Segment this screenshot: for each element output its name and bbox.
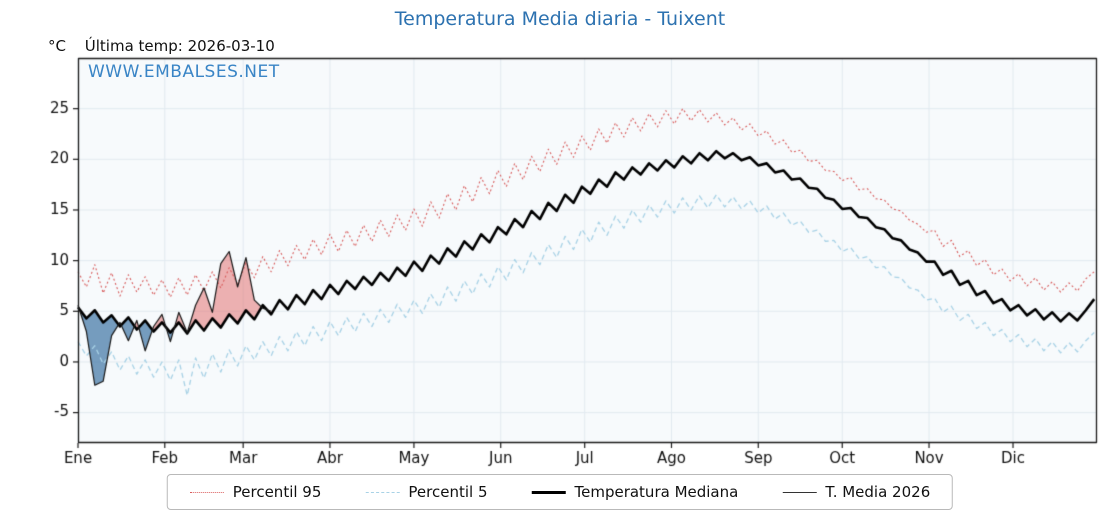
- last-temp-label: Última temp: 2026-03-10: [84, 37, 275, 55]
- chart-title: Temperatura Media diaria - Tuixent: [394, 8, 726, 30]
- percentil95-line-icon: [189, 491, 224, 493]
- legend-label: Temperatura Mediana: [574, 483, 739, 501]
- media2026-line-icon: [782, 491, 817, 493]
- watermark-text: WWW.EMBALSES.NET: [88, 62, 280, 82]
- legend-label: Percentil 95: [232, 483, 322, 501]
- y-axis-unit-label: °C: [48, 37, 66, 55]
- temperature-chart: [0, 0, 1120, 472]
- mediana-line-icon: [531, 490, 566, 494]
- legend-item-media2026: T. Media 2026: [782, 483, 930, 501]
- legend-label: Percentil 5: [408, 483, 488, 501]
- legend-item-percentil95: Percentil 95: [189, 483, 322, 501]
- legend-item-percentil5: Percentil 5: [365, 483, 487, 501]
- chart-legend: Percentil 95 Percentil 5 Temperatura Med…: [166, 474, 954, 510]
- percentil5-line-icon: [365, 491, 400, 493]
- chart-header: °C Última temp: 2026-03-10: [48, 37, 275, 55]
- legend-item-mediana: Temperatura Mediana: [531, 483, 738, 501]
- legend-label: T. Media 2026: [825, 483, 931, 501]
